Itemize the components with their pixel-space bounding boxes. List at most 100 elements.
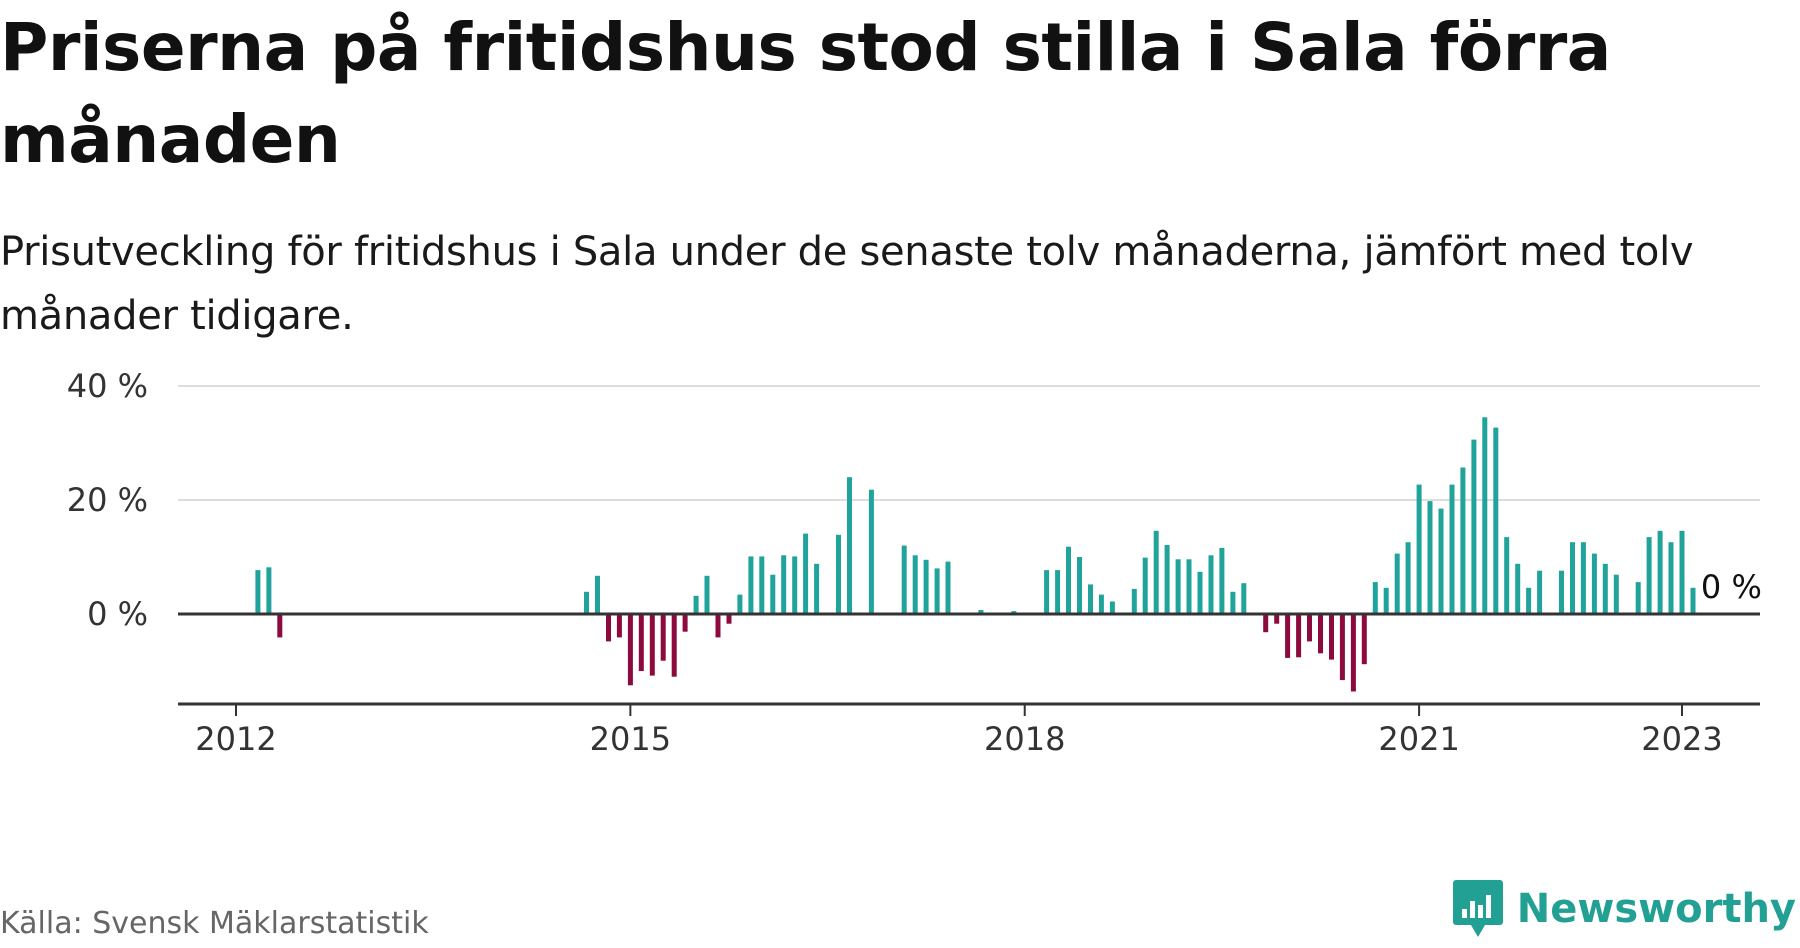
bar bbox=[660, 614, 666, 661]
bar bbox=[1066, 546, 1071, 614]
bar bbox=[1591, 553, 1597, 614]
bar bbox=[1263, 614, 1269, 633]
bar bbox=[1394, 553, 1400, 614]
bar bbox=[1570, 542, 1575, 614]
bar bbox=[748, 556, 754, 614]
bar bbox=[649, 614, 655, 676]
bar bbox=[1515, 563, 1521, 614]
bar bbox=[1504, 537, 1510, 614]
data-label: 0 % bbox=[1701, 568, 1762, 606]
bar bbox=[1372, 582, 1378, 614]
y-tick-label: 0 % bbox=[87, 595, 148, 633]
bar bbox=[1350, 614, 1356, 692]
bar bbox=[1219, 547, 1225, 614]
bar bbox=[1646, 537, 1652, 614]
bar bbox=[1460, 467, 1466, 614]
bar bbox=[836, 534, 841, 614]
bar bbox=[1208, 555, 1214, 614]
bar bbox=[1580, 542, 1586, 614]
bar bbox=[584, 591, 589, 614]
x-tick-label: 2015 bbox=[590, 720, 671, 758]
bar bbox=[1416, 484, 1422, 614]
bar bbox=[726, 614, 732, 624]
bar bbox=[715, 614, 721, 638]
bar bbox=[803, 533, 809, 614]
bar bbox=[978, 610, 984, 614]
bar bbox=[1405, 542, 1411, 614]
bar bbox=[737, 594, 743, 614]
y-tick-label: 40 % bbox=[67, 367, 148, 405]
bar bbox=[627, 614, 633, 686]
bar bbox=[1307, 614, 1312, 642]
bar bbox=[1329, 614, 1334, 660]
bar bbox=[759, 556, 765, 614]
bar bbox=[1668, 542, 1674, 614]
bar bbox=[1559, 570, 1564, 614]
bar bbox=[1274, 614, 1280, 624]
bar bbox=[1537, 570, 1543, 614]
bar bbox=[1197, 571, 1203, 614]
bar bbox=[1098, 594, 1104, 614]
bar bbox=[1427, 501, 1433, 614]
bar bbox=[1088, 584, 1093, 614]
bar bbox=[814, 563, 820, 614]
x-tick-label: 2023 bbox=[1641, 720, 1722, 758]
bar bbox=[1602, 563, 1608, 614]
bar bbox=[693, 595, 699, 614]
bar bbox=[616, 614, 622, 638]
bar-chart: 0 % 20 % 40 % 2012 2015 2018 2021 2023 0 % bbox=[67, 367, 1762, 758]
bar bbox=[1296, 614, 1302, 658]
x-tick-label: 2021 bbox=[1378, 720, 1459, 758]
source-note: Källa: Svensk Mäklarstatistik bbox=[0, 906, 429, 941]
x-tick-label: 2018 bbox=[984, 720, 1065, 758]
bar bbox=[1679, 530, 1685, 614]
bar bbox=[1285, 614, 1291, 658]
bar bbox=[770, 574, 776, 614]
bar bbox=[277, 614, 283, 638]
bar bbox=[1471, 439, 1477, 614]
bar bbox=[1230, 591, 1236, 614]
bar bbox=[1449, 484, 1455, 614]
bar bbox=[595, 575, 600, 614]
bar bbox=[1109, 601, 1115, 614]
bar bbox=[847, 477, 852, 614]
bar bbox=[912, 555, 918, 614]
bar bbox=[1241, 583, 1247, 614]
bar bbox=[1657, 530, 1663, 614]
bar bbox=[934, 568, 940, 614]
bar bbox=[1339, 614, 1345, 681]
bar bbox=[1055, 570, 1061, 614]
bar bbox=[1153, 530, 1159, 614]
bar bbox=[1175, 559, 1181, 614]
bar bbox=[704, 575, 710, 614]
bar bbox=[1164, 545, 1170, 614]
bar bbox=[1361, 614, 1367, 665]
bar bbox=[1493, 427, 1499, 614]
bar bbox=[1142, 557, 1148, 614]
bar bbox=[792, 556, 798, 614]
bar bbox=[1690, 587, 1696, 614]
bar bbox=[1186, 559, 1192, 614]
bar bbox=[682, 614, 688, 632]
chart-title: Priserna på fritidshus stod stilla i Sal… bbox=[0, 9, 1611, 178]
bar bbox=[1044, 570, 1050, 614]
bar bbox=[1635, 582, 1641, 614]
newsworthy-logo-icon bbox=[1452, 880, 1503, 937]
bar bbox=[255, 570, 261, 614]
bar bbox=[923, 559, 929, 614]
bar bbox=[266, 567, 272, 614]
x-tick-label: 2012 bbox=[195, 720, 276, 758]
bar bbox=[1526, 587, 1532, 614]
bar bbox=[781, 555, 787, 614]
bar bbox=[868, 489, 874, 614]
chart-subtitle: Prisutveckling för fritidshus i Sala und… bbox=[0, 229, 1694, 339]
brand-name: Newsworthy bbox=[1516, 886, 1796, 932]
bar bbox=[1318, 614, 1323, 654]
y-tick-label: 20 % bbox=[67, 481, 148, 519]
bar bbox=[1482, 417, 1488, 614]
bar bbox=[901, 545, 907, 614]
bar bbox=[1383, 587, 1389, 614]
bar bbox=[671, 614, 677, 677]
bar bbox=[606, 614, 611, 642]
bar bbox=[945, 561, 951, 614]
